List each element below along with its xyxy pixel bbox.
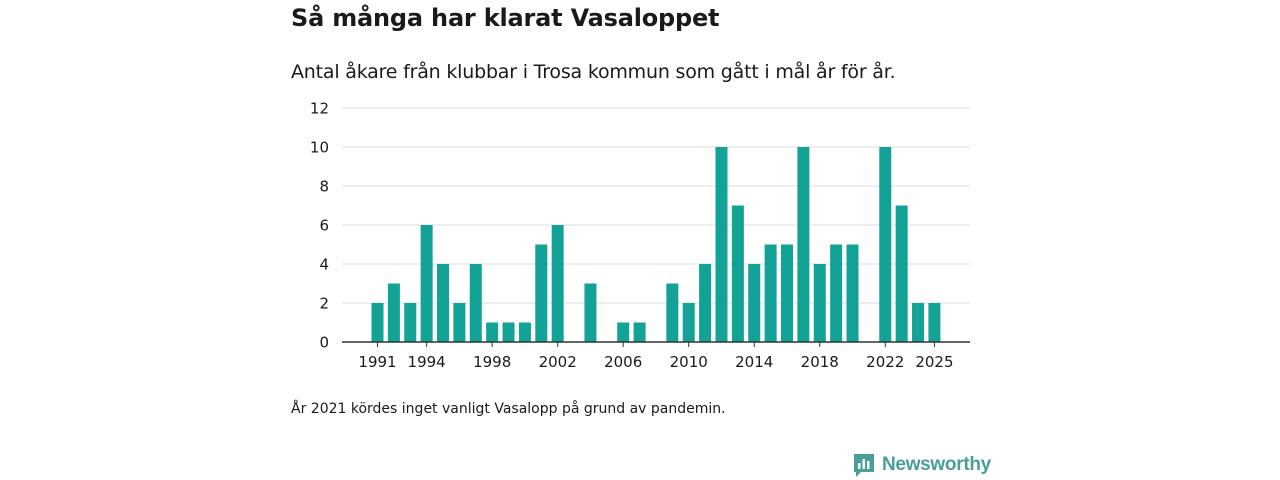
x-tick-label: 2010 — [670, 353, 708, 371]
bar-2016 — [781, 244, 793, 342]
bar-2000 — [518, 322, 531, 342]
bar-2004 — [584, 283, 597, 342]
x-tick-label: 2018 — [801, 353, 839, 371]
bar-2013 — [731, 205, 744, 342]
bar-1991 — [371, 303, 384, 342]
bar-1996 — [453, 303, 466, 342]
newsworthy-logo-icon — [854, 454, 874, 477]
x-tick-label: 1994 — [408, 353, 446, 371]
bar-chart: 0 2 4 6 8 10 12 1991 1994 1998 2002 2006 2010 2014 201… — [310, 100, 970, 371]
bar-2017 — [797, 147, 810, 342]
y-tick-label: 0 — [319, 334, 329, 352]
bar-1999 — [502, 322, 515, 342]
bar-2010 — [682, 303, 695, 342]
chart-title: Så många har klarat Vasaloppet — [291, 4, 720, 32]
x-tick-label: 1991 — [358, 353, 396, 371]
gridlines — [342, 107, 970, 304]
bar-2009 — [666, 283, 679, 342]
y-tick-label: 8 — [319, 178, 329, 196]
bars — [371, 147, 941, 342]
bar-2001 — [535, 244, 548, 342]
footnote: År 2021 kördes inget vanligt Vasalopp på… — [291, 401, 726, 417]
bar-1992 — [387, 283, 400, 342]
bar-1997 — [469, 264, 482, 342]
bar-2024 — [912, 303, 925, 342]
newsworthy-logo: Newsworthy — [852, 452, 991, 478]
bar-2025 — [928, 303, 941, 342]
bar-2018 — [813, 264, 826, 342]
bar-2022 — [879, 147, 892, 342]
bar-2023 — [895, 205, 908, 342]
chart-subtitle: Antal åkare från klubbar i Trosa kommun … — [291, 61, 896, 83]
bar-2011 — [699, 264, 712, 342]
newsworthy-logo-text: Newsworthy — [882, 454, 991, 475]
bar-2015 — [764, 244, 777, 342]
bar-2014 — [748, 264, 761, 342]
bar-2006 — [617, 322, 630, 342]
y-tick-label: 2 — [319, 295, 329, 313]
x-tick-label: 2002 — [539, 353, 577, 371]
axes: 0 2 4 6 8 10 12 1991 1994 1998 2002 2006 2010 2014 201… — [310, 100, 970, 371]
bar-1993 — [404, 303, 417, 342]
bar-2007 — [633, 322, 646, 342]
bar-1998 — [486, 322, 499, 342]
x-tick-label: 2006 — [604, 353, 642, 371]
y-tick-label: 10 — [310, 139, 329, 157]
bar-1995 — [437, 264, 450, 342]
x-tick-label: 2014 — [735, 353, 773, 371]
x-tick-label: 2022 — [866, 353, 904, 371]
bar-1994 — [420, 225, 433, 342]
y-tick-label: 4 — [319, 256, 329, 274]
y-tick-label: 6 — [319, 217, 329, 235]
bar-2019 — [830, 244, 843, 342]
y-tick-label: 12 — [310, 100, 329, 118]
x-tick-label: 1998 — [473, 353, 511, 371]
x-tick-label: 2025 — [915, 353, 953, 371]
bar-2012 — [715, 147, 728, 342]
bar-2002 — [551, 225, 564, 342]
bar-2020 — [846, 244, 859, 342]
